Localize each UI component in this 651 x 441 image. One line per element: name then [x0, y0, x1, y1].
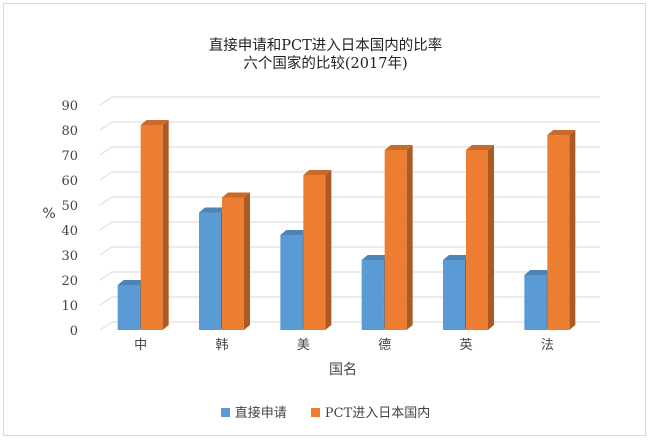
bar-side	[406, 145, 413, 330]
y-tick-label: 30	[61, 249, 78, 264]
bar-direct	[117, 285, 140, 330]
gridline-slant	[99, 246, 113, 256]
chart-subtitle: 六个国家的比较(2017年)	[243, 56, 408, 72]
category-labels: 中韩美德英法	[134, 338, 554, 353]
y-tick-label: 20	[61, 274, 78, 289]
bar-side	[244, 192, 250, 330]
bar-pct	[140, 125, 163, 330]
bar-pct	[466, 150, 488, 330]
bar-side	[569, 130, 576, 330]
bar-direct	[280, 235, 303, 330]
bar-top	[361, 255, 390, 260]
chart-title-block: 直接申请和PCT进入日本国内的比率 六个国家的比较(2017年)	[0, 37, 651, 73]
y-tick-label: 70	[61, 149, 78, 164]
category-label: 美	[297, 338, 310, 353]
gridline-slant	[99, 271, 113, 281]
y-tick-label: 50	[61, 199, 78, 214]
bar-top	[222, 192, 250, 198]
y-axis-label: %	[42, 206, 55, 222]
legend-swatch-direct	[220, 408, 230, 417]
legend-label-direct: 直接申请	[234, 406, 287, 421]
gridline-slant	[99, 96, 113, 106]
bar-pct	[303, 175, 326, 330]
gridline-slant	[99, 121, 113, 131]
chart-title: 直接申请和PCT进入日本国内的比率	[208, 38, 443, 54]
bar-top	[280, 230, 309, 235]
category-label: 法	[541, 338, 554, 353]
category-label: 中	[134, 338, 147, 353]
legend-label-pct: PCT进入日本国内	[324, 406, 431, 421]
gridline-slant	[99, 146, 113, 156]
bar-direct	[199, 212, 221, 330]
y-tick-label: 90	[61, 99, 78, 114]
bar-side	[325, 170, 332, 330]
y-tick-label: 0	[70, 324, 78, 339]
bar-top	[303, 170, 332, 175]
bar-top	[466, 145, 494, 150]
bar-side	[162, 120, 169, 330]
bar-direct	[443, 260, 465, 330]
bar-direct	[524, 275, 547, 330]
gridline-slant	[99, 221, 113, 231]
bar-pct	[547, 135, 570, 330]
y-tick-labels: 0 10 20 30 40 50 60 70 80 90	[61, 99, 78, 339]
y-tick-label: 60	[61, 174, 78, 189]
bar-pct	[384, 150, 407, 330]
bar-side	[488, 145, 494, 330]
bar-top	[140, 120, 169, 125]
gridline-slant	[99, 171, 113, 181]
bar-top	[199, 207, 227, 213]
bar-direct	[361, 260, 384, 330]
category-label: 德	[378, 338, 391, 353]
bar-pct	[222, 197, 244, 330]
x-axis-label: 国名	[329, 362, 357, 378]
bars	[117, 120, 576, 330]
bar-top	[443, 255, 471, 260]
y-tick-label: 80	[61, 124, 78, 139]
y-tick-label: 40	[61, 224, 78, 239]
gridline-slant	[99, 321, 113, 331]
gridline-slant	[99, 196, 113, 206]
gridline-slant	[99, 296, 113, 306]
legend-swatch-pct	[310, 408, 320, 417]
category-label: 英	[459, 338, 472, 353]
y-tick-label: 10	[61, 299, 78, 314]
bar-top	[384, 145, 413, 150]
legend: 直接申请 PCT进入日本国内	[0, 402, 651, 421]
category-label: 韩	[215, 338, 228, 353]
legend-item-pct: PCT进入日本国内	[310, 402, 431, 421]
bar-top	[117, 280, 146, 285]
bar-top	[547, 130, 576, 135]
bar-top	[524, 270, 553, 275]
gridlines	[99, 96, 600, 331]
legend-item-direct: 直接申请	[220, 402, 287, 421]
